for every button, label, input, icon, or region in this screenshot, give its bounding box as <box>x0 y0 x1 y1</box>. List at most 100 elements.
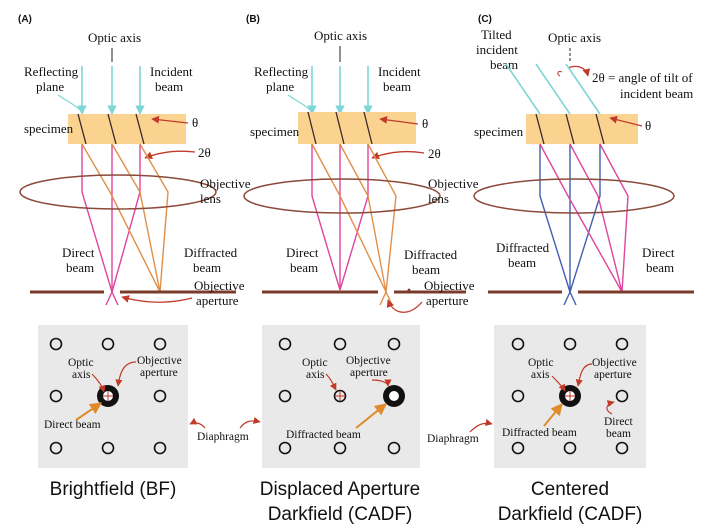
pattern-c-diffracted-beam-arrow <box>543 403 563 427</box>
panel-b-aperture-dot <box>407 288 411 292</box>
panel-b-specimen-label: specimen <box>250 124 300 139</box>
panel-a-objective-lens-label: Objective lens <box>200 176 254 206</box>
panel-b: (B) Optic axis Reflecting plane Incident… <box>243 14 482 313</box>
pattern-c-direct-spot <box>615 389 629 403</box>
panel-a-theta-pointer <box>151 115 189 124</box>
panel-b-tag: (B) <box>246 14 260 25</box>
panel-c-tilted-incident-beams <box>505 63 601 115</box>
panel-b-diffracted-beam-label: Diffracted beam <box>404 247 460 277</box>
pattern-b-diffracted-beam-label: Diffracted beam <box>286 429 361 441</box>
pattern-a-direct-beam-arrow <box>75 402 102 421</box>
diaphragm-1-pointer-right <box>239 416 261 429</box>
panel-c-reflecting-planes <box>535 113 605 145</box>
panel-b-diffracted-beams <box>311 143 397 306</box>
panel-c-direct-beam-label: Direct beam <box>642 245 678 275</box>
pattern-a-spots <box>49 337 167 455</box>
panel-c-tilt-pointer <box>567 65 591 77</box>
panel-b-incident-beam-label: Incident beam <box>378 64 424 94</box>
panel-c-objective-lens <box>473 178 675 214</box>
pattern-c-direct-pointer <box>606 400 615 415</box>
pattern-b-spots <box>278 337 401 455</box>
diaphragm-2-pointer <box>469 418 493 433</box>
panel-b-objective-lens-label: Objective lens <box>428 176 482 206</box>
panel-b-direct-beams <box>311 144 369 291</box>
panel-b-reflecting-planes <box>307 111 373 145</box>
panel-c-diffracted-beam-label: Diffracted beam <box>496 240 552 270</box>
panel-c-tag: (C) <box>478 14 492 25</box>
panel-a-objective-aperture-label: Objective aperture <box>194 278 248 308</box>
panel-a: (A) Optic axis Reflecting plane Incident… <box>18 14 254 308</box>
panel-b-theta-pointer <box>379 116 419 125</box>
panel-a-reflecting-plane-pointer <box>57 94 81 111</box>
pattern-b-optic-axis-label: Optic axis <box>302 357 330 381</box>
pattern-a: Optic axis Objective aperture Direct bea… <box>38 325 188 468</box>
panel-a-reflecting-planes <box>77 113 145 145</box>
panel-b-theta-label: θ <box>422 116 428 131</box>
panel-b-specimen <box>298 112 416 144</box>
panel-c-tilt-note: 2θ = angle of tilt of incident beam <box>592 70 696 101</box>
pattern-b-objective-aperture-label: Objective aperture <box>346 355 394 379</box>
panel-b-aperture-pointer <box>386 299 423 313</box>
panel-b-reflecting-plane-pointer <box>287 94 311 111</box>
panel-b-two-theta-label: 2θ <box>428 146 441 161</box>
panel-c-tilted-incident-beam-label: Tilted incident beam <box>476 27 521 72</box>
panel-a-specimen <box>68 114 186 144</box>
pattern-a-direct-beam-label: Direct beam <box>44 419 101 431</box>
panel-b-reflecting-plane-label: Reflecting plane <box>254 64 311 94</box>
pattern-b-diffracted-beam-arrow <box>355 403 387 429</box>
pattern-b: Optic axis Objective aperture Diffracted… <box>262 325 420 468</box>
panel-c-theta-label: θ <box>645 118 651 133</box>
pattern-c-direct-beam-label: Direct beam <box>604 416 636 440</box>
pattern-b-optic-axis-pointer <box>325 373 337 391</box>
panel-a-reflecting-plane-label: Reflecting plane <box>24 64 81 94</box>
panel-a-direct-beam-label: Direct beam <box>62 245 98 275</box>
panel-a-specimen-label: specimen <box>24 121 74 136</box>
panel-b-objective-aperture-label: Objective aperture <box>424 278 478 308</box>
panel-c-specimen-label: specimen <box>474 124 524 139</box>
panel-b-objective-lens <box>243 178 441 214</box>
panel-a-tag: (A) <box>18 14 32 25</box>
panel-a-optic-axis-label: Optic axis <box>88 30 141 45</box>
panel-c-direct-beams <box>539 143 629 293</box>
panel-a-aperture-pointer <box>121 295 193 303</box>
panel-c-specimen <box>526 114 638 144</box>
pattern-a-optic-axis-label: Optic axis <box>68 357 96 381</box>
pattern-c-diffracted-beam-label: Diffracted beam <box>502 427 577 439</box>
panel-b-two-theta-pointer <box>371 151 425 160</box>
pattern-b-aperture-pointer <box>371 379 392 387</box>
pattern-c-spots <box>511 337 629 455</box>
pattern-c-objective-aperture-label: Objective aperture <box>592 357 640 381</box>
pattern-a-aperture-pointer <box>115 361 137 387</box>
pattern-c-optic-axis-pointer <box>551 375 566 392</box>
panel-c: (C) Optic axis Tilted incident beam 2θ =… <box>473 14 696 306</box>
pattern-b-diffracted-spot <box>389 391 399 401</box>
panel-c-optic-axis-label: Optic axis <box>548 30 601 45</box>
caption-displaced-aperture-darkfield: Displaced Aperture Darkfield (CADF) <box>259 479 421 525</box>
panel-a-incident-beams <box>77 66 145 115</box>
pattern-c-aperture-pointer <box>575 363 593 387</box>
caption-centered-darkfield: Centered Darkfield (CADF) <box>497 479 643 525</box>
panel-c-theta-pointer <box>609 115 643 127</box>
panel-b-direct-beam-label: Direct beam <box>286 245 322 275</box>
pattern-b-direct-spot <box>333 389 347 403</box>
panel-a-diffracted-beams <box>81 143 169 293</box>
diaphragm-1-pointer-left <box>189 417 206 429</box>
panel-b-optic-axis-label: Optic axis <box>314 28 367 43</box>
pattern-c: Optic axis Objective aperture Diffracted… <box>494 325 646 468</box>
panel-a-direct-beams <box>81 144 141 306</box>
pattern-a-optic-axis-pointer <box>91 373 106 393</box>
diaphragm-label-1: Diaphragm <box>197 431 249 443</box>
pattern-a-objective-aperture-label: Objective aperture <box>137 355 185 379</box>
panel-a-two-theta-pointer <box>144 150 196 160</box>
panel-a-two-theta-label: 2θ <box>198 145 211 160</box>
panel-a-theta-label: θ <box>192 115 198 130</box>
panel-c-diffracted-beams <box>539 144 601 306</box>
panel-c-tilt-arc <box>557 71 563 77</box>
panel-b-incident-beams <box>307 66 373 115</box>
panel-a-objective-lens <box>19 174 217 210</box>
panel-a-diffracted-beam-label: Diffracted beam <box>184 245 240 275</box>
diaphragm-label-2: Diaphragm <box>427 433 479 445</box>
panel-a-incident-beam-label: Incident beam <box>150 64 196 94</box>
caption-brightfield: Brightfield (BF) <box>49 479 177 500</box>
